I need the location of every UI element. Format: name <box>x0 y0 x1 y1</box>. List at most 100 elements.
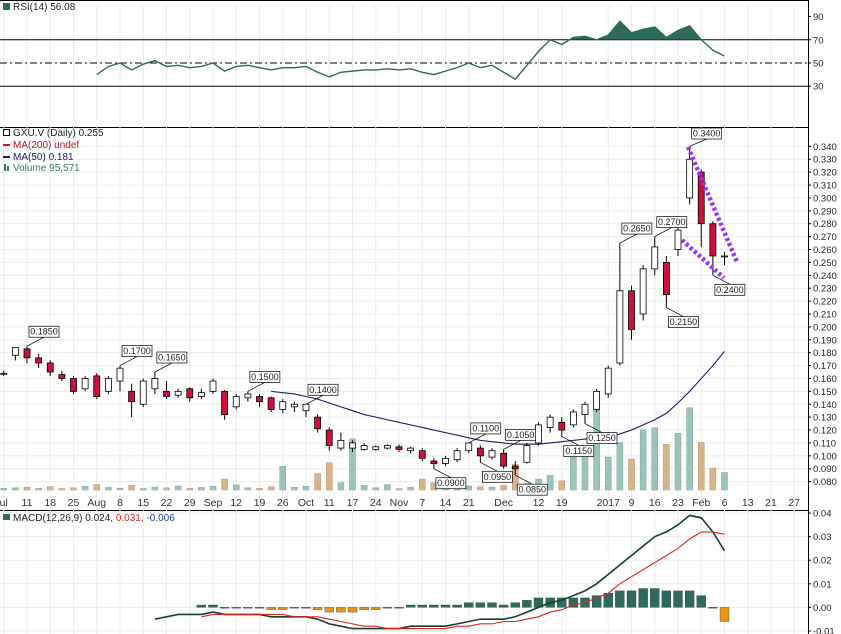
x-tick-label: ul <box>0 497 8 509</box>
annotation-leader <box>305 394 324 405</box>
legend-value: 0.255 <box>79 128 104 139</box>
x-tick-label: Feb <box>692 497 710 509</box>
x-tick-label: Sep <box>204 497 223 509</box>
candle-body <box>523 445 531 463</box>
y-tick-label: 0.120 <box>813 426 837 437</box>
annotation-leader <box>119 356 138 366</box>
candle-body <box>697 171 705 225</box>
legend-value: 0.031 <box>116 513 141 524</box>
y-tick-label: 0.100 <box>813 451 837 462</box>
x-tick-label: 19 <box>556 497 568 509</box>
candle-body <box>662 262 670 296</box>
y-tick-label: 0.170 <box>813 361 837 372</box>
volume-bar <box>326 462 333 491</box>
histogram-bar <box>510 602 520 608</box>
annotation-leader <box>154 362 173 373</box>
annotation-box <box>156 351 188 364</box>
candle-body <box>221 390 229 415</box>
legend-value: 95,571 <box>49 163 80 174</box>
histogram-bar <box>603 593 613 608</box>
candle-body <box>174 390 182 396</box>
x-tick-label: 25 <box>68 497 80 509</box>
candle-body <box>546 416 554 428</box>
y-tick-label: 0.180 <box>813 348 837 359</box>
volume-bar <box>337 482 345 491</box>
volume-bar <box>570 456 577 491</box>
annotation-label: 0.1250 <box>588 433 616 443</box>
legend-value: 0.024 <box>85 513 110 524</box>
y-tick-label: 0.080 <box>813 477 837 488</box>
legend-separator: , <box>110 513 113 524</box>
annotation-label: 0.1100 <box>472 423 499 433</box>
legend: MA(200) undef <box>13 140 79 151</box>
legend: GXU.V (Daily) 0.255 <box>13 128 104 139</box>
y-tick-label: 0.220 <box>813 297 837 308</box>
x-tick-label: 6 <box>722 497 728 509</box>
y-tick-label: 0.310 <box>813 181 837 192</box>
histogram-bar <box>371 607 381 610</box>
volume-bar <box>395 488 403 491</box>
annotation-box <box>249 371 281 383</box>
legend-swatch <box>4 164 6 171</box>
volume-bar <box>267 486 275 491</box>
volume-bar <box>407 487 414 491</box>
annotation-label: 0.2150 <box>670 317 698 327</box>
x-tick-label: 22 <box>161 497 173 509</box>
y-tick-label: 0.280 <box>813 219 837 230</box>
histogram-bar <box>394 607 404 609</box>
volume-bar <box>651 427 658 491</box>
candle-body <box>244 393 252 399</box>
annotation-leader <box>247 382 266 392</box>
volume-bar <box>116 487 124 491</box>
annotation-label: 0.1400 <box>309 385 337 395</box>
annotation-box <box>470 422 502 435</box>
volume-bar <box>198 487 205 491</box>
y-tick-label: 0.250 <box>813 258 837 269</box>
moving-average <box>271 351 725 445</box>
candle-body <box>0 372 8 375</box>
volume-bar <box>349 438 356 491</box>
legend-swatch <box>3 3 10 10</box>
x-tick-label: 26 <box>277 497 289 509</box>
candle-body <box>686 158 694 199</box>
candle-body <box>395 446 403 450</box>
histogram-bar <box>626 590 637 608</box>
annotation-box <box>482 470 513 483</box>
histogram-bar <box>522 600 532 608</box>
volume-bar <box>605 456 612 491</box>
histogram-bar <box>219 607 230 609</box>
y-tick-label: 0.150 <box>813 387 837 398</box>
x-tick-label: 12 <box>533 497 545 509</box>
histogram-bar <box>301 607 311 609</box>
histogram-bar <box>452 604 462 608</box>
candle-body <box>372 446 380 450</box>
histogram-bar <box>661 590 672 608</box>
volume-bar <box>616 442 624 491</box>
legend-name: MACD(12,26,9) <box>13 513 82 524</box>
rsi-line <box>96 20 725 81</box>
volume-bar <box>58 488 66 491</box>
x-tick-label: Oct <box>298 497 314 509</box>
candle-body <box>569 411 577 426</box>
candle-body <box>163 390 170 397</box>
volume-bar <box>721 472 728 491</box>
histogram-bar <box>708 607 718 609</box>
candle-body <box>302 403 310 412</box>
y-tick-label: 0.210 <box>813 309 837 320</box>
candle-body <box>558 421 566 431</box>
y-tick-label: 0.00 <box>813 603 832 614</box>
legend-swatch <box>7 166 9 171</box>
volume-bar <box>140 488 147 491</box>
histogram-bar <box>440 604 451 608</box>
histogram-bar <box>429 604 439 608</box>
volume-bar <box>500 485 507 491</box>
volume-bar <box>465 485 472 491</box>
annotation-box <box>307 383 339 396</box>
y-tick-label: 0.160 <box>813 374 837 385</box>
candle-body <box>23 348 31 359</box>
volume-bar <box>477 486 484 491</box>
candle-body <box>139 380 147 405</box>
y-tick-label: 0.03 <box>813 532 832 543</box>
annotation-leader <box>689 138 707 147</box>
